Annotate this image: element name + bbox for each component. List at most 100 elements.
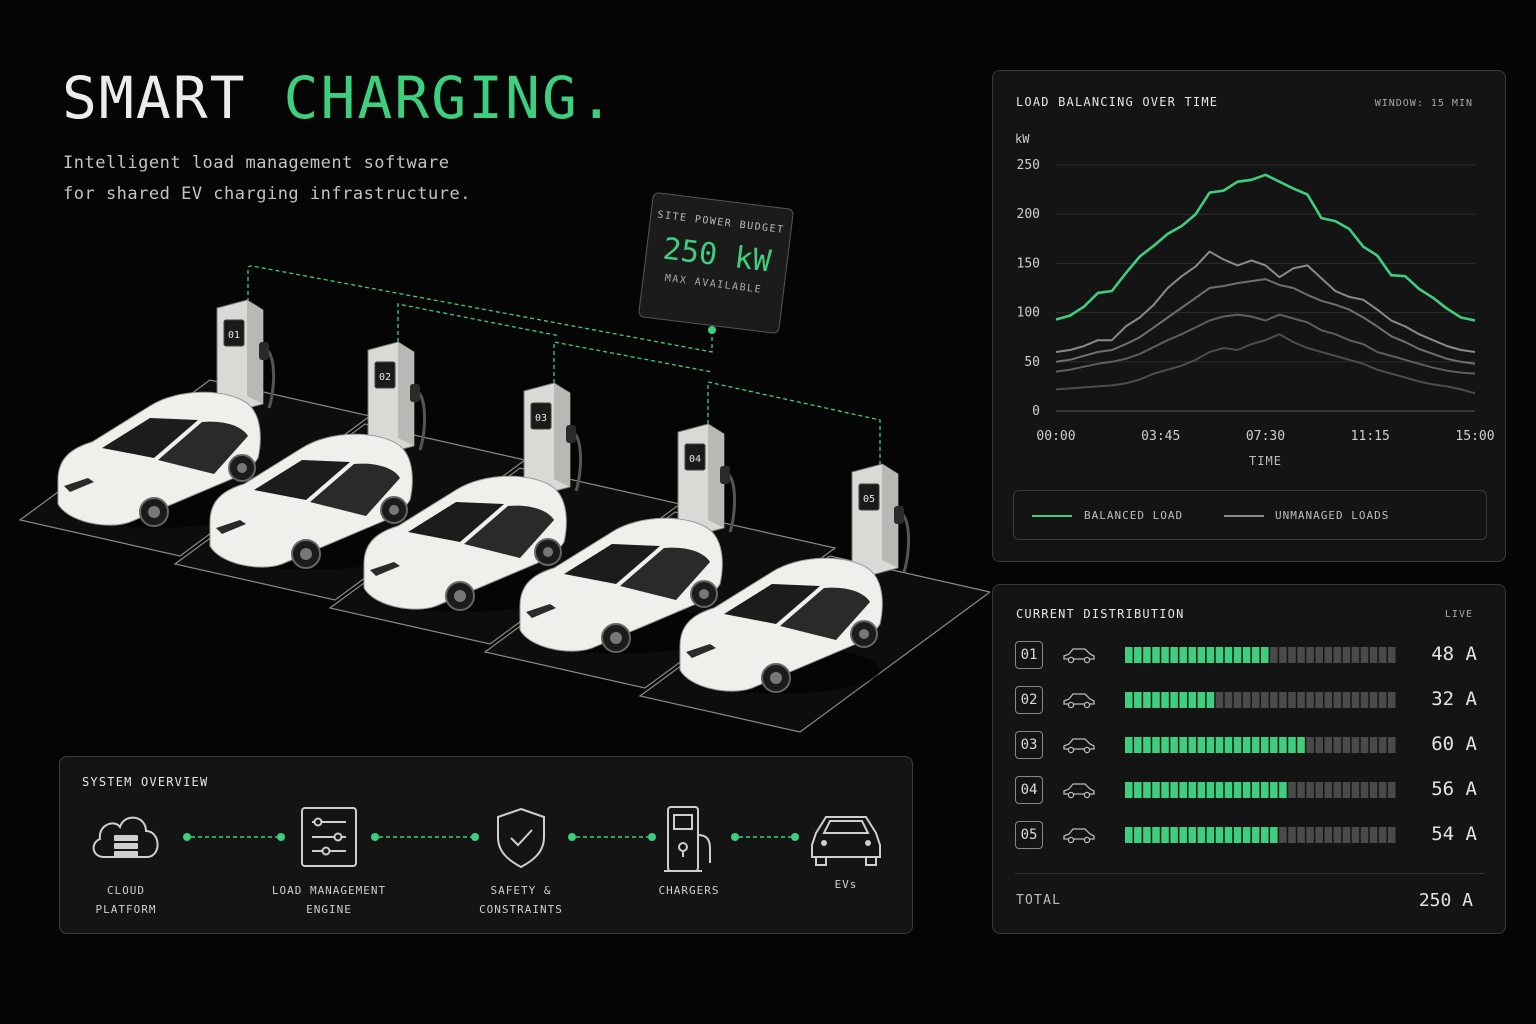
bar-segment-filled [1188, 827, 1197, 843]
bar-segment-empty [1279, 647, 1287, 663]
bar-segment-empty [1288, 782, 1296, 798]
overview-connector-3 [568, 833, 656, 841]
distribution-live-badge: LIVE [1444, 609, 1473, 620]
bar-segment-empty [1387, 647, 1396, 663]
bar-segment-empty [1242, 692, 1251, 708]
car-04 [519, 517, 723, 654]
bar-segment-filled [1125, 737, 1133, 753]
bar-segment-empty [1315, 692, 1323, 708]
car-hub [237, 463, 247, 473]
bar-segment-filled [1251, 827, 1260, 843]
bar-segment-filled [1143, 692, 1151, 708]
bar-segment-filled [1270, 827, 1278, 843]
series-line-unmanaged [1055, 278, 1476, 365]
car-icon [811, 816, 881, 866]
bar-segment-filled [1170, 737, 1178, 753]
bar-segment-filled [1261, 647, 1269, 663]
power-link-main [247, 265, 713, 353]
bar-segment-empty [1233, 692, 1242, 708]
bar-segment-empty [1387, 692, 1396, 708]
charger-screen [684, 443, 706, 471]
distribution-total-label: TOTAL [1016, 893, 1062, 908]
bar-segment-filled [1261, 737, 1269, 753]
bar-segment-filled [1188, 692, 1197, 708]
car-headlight [686, 644, 716, 658]
charger-05: 05 [851, 463, 911, 577]
car-icon [1063, 828, 1095, 844]
power-link-02 [397, 303, 561, 342]
bar-segment-empty [1297, 647, 1305, 663]
car-hub [859, 629, 869, 639]
bar-segment-filled [1197, 647, 1206, 663]
distribution-row: 02 32 A [1015, 686, 1485, 716]
distribution-row: 01 48 A [1015, 641, 1485, 671]
bar-segment-empty [1351, 647, 1360, 663]
bar-segment-filled [1215, 647, 1224, 663]
overview-label-evs: EVs [834, 878, 858, 891]
hero-subtitle: Intelligent load management software for… [63, 153, 471, 204]
bar-segment-filled [1197, 827, 1206, 843]
car-windshield [564, 544, 660, 584]
charger-01: 01 [216, 299, 276, 413]
bar-segment-empty [1360, 647, 1369, 663]
bar-segment-filled [1152, 782, 1160, 798]
bar-segment-filled [1206, 737, 1215, 753]
bar-segment-filled [1233, 647, 1242, 663]
charger-plug [720, 466, 730, 484]
overview-connector-4 [731, 833, 799, 841]
current-distribution-panel: CURRENT DISTRIBUTION LIVE 01 48 A 02 32 A 03… [992, 584, 1506, 934]
chart-window: WINDOW: 15 MIN [1374, 98, 1473, 109]
bar-segment-filled [1188, 737, 1197, 753]
car-icon [1063, 693, 1095, 709]
car-hub [300, 548, 312, 560]
bar-segment-filled [1206, 692, 1215, 708]
bar-segment-filled [1161, 782, 1169, 798]
bar-segment-filled [1143, 782, 1151, 798]
bar-segment-filled [1233, 737, 1242, 753]
charger-icon [664, 806, 711, 872]
bar-segment-empty [1324, 692, 1333, 708]
bar-segment-empty [1306, 692, 1314, 708]
bar-segment-empty [1315, 647, 1323, 663]
y-axis-label: kW [1015, 132, 1030, 146]
car-icon [1063, 783, 1095, 799]
bar-segment-empty [1342, 827, 1351, 843]
bar-segment-filled [1224, 827, 1233, 843]
bar-segment-empty [1369, 782, 1378, 798]
bar-segment-empty [1351, 782, 1360, 798]
charging-site-illustration: 01 02 03 04 05 [18, 265, 990, 733]
bar-segment-empty [1315, 737, 1323, 753]
bar-segment-empty [1288, 827, 1296, 843]
series-line-unmanaged [1055, 333, 1476, 395]
bar-segment-filled [1161, 647, 1169, 663]
current-bar [1125, 737, 1396, 753]
bar-segment-empty [1351, 827, 1360, 843]
car-hub [543, 547, 553, 557]
y-tick-label: 150 [1017, 256, 1040, 271]
overview-node-chargers: CHARGERS [609, 805, 769, 900]
car-side-windows [620, 547, 710, 600]
bar-segment-filled [1125, 827, 1133, 843]
bar-segment-empty [1224, 692, 1233, 708]
bar-segment-filled [1279, 782, 1287, 798]
bar-segment-empty [1387, 737, 1396, 753]
charger-side [554, 383, 570, 487]
bar-segment-filled [1179, 782, 1187, 798]
x-tick-label: 00:00 [1036, 429, 1075, 444]
bar-segment-empty [1279, 692, 1287, 708]
car-side-windows [464, 505, 554, 558]
charger-number: 03 [1015, 731, 1043, 759]
bar-segment-empty [1369, 737, 1378, 753]
bar-segment-filled [1170, 782, 1178, 798]
charger-02: 02 [367, 341, 427, 455]
bar-segment-filled [1206, 827, 1215, 843]
site-power-budget-card: SITE POWER BUDGET 250 kW MAX AVAILABLE [637, 191, 795, 335]
charger-number: 04 [1015, 776, 1043, 804]
bar-segment-empty [1369, 647, 1378, 663]
charger-screen [223, 319, 245, 347]
car-side-windows [310, 463, 400, 516]
bar-segment-empty [1297, 782, 1305, 798]
bar-segment-filled [1170, 827, 1178, 843]
car-windshield [408, 502, 504, 542]
bar-segment-empty [1333, 737, 1342, 753]
